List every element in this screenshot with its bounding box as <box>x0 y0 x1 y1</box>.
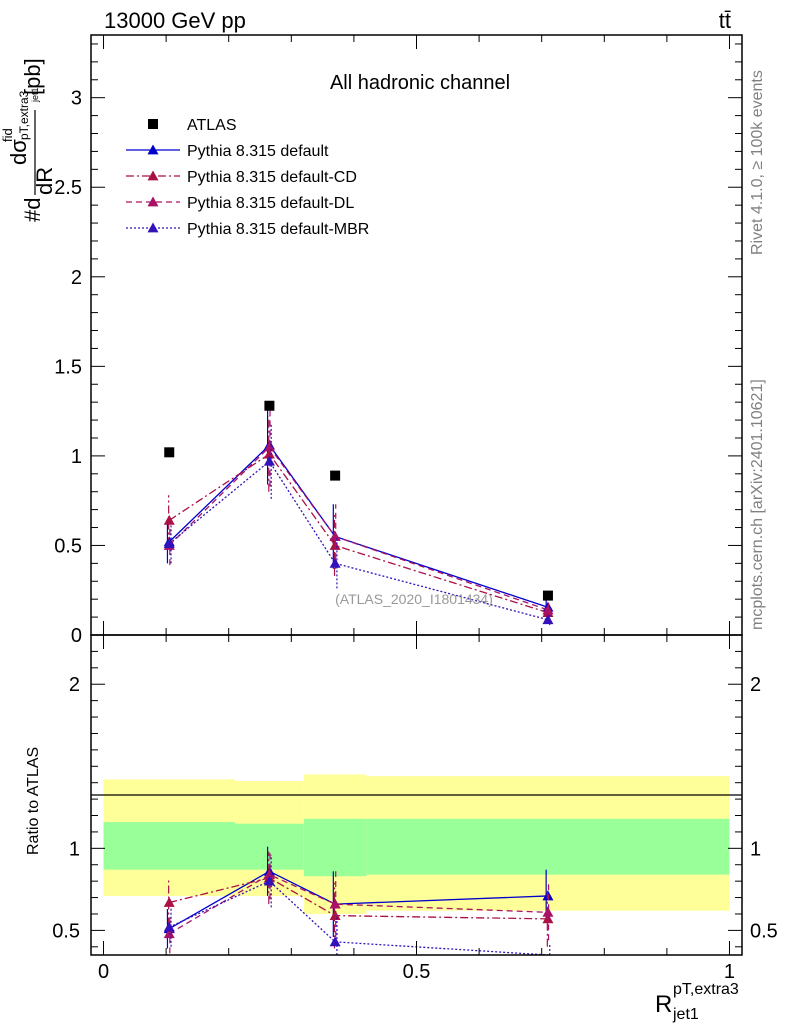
y-label-sub2: jet1 <box>30 87 40 103</box>
ratio-band-inner <box>234 823 304 870</box>
data-point <box>164 447 175 458</box>
legend-marker <box>147 144 159 155</box>
legend-label: Pythia 8.315 default-CD <box>187 169 357 186</box>
ratio-point <box>329 936 341 947</box>
x-tick-label: 1 <box>724 961 735 983</box>
y-label-fid: fid <box>0 128 15 142</box>
series-point <box>329 530 341 541</box>
y-label-numerator: dσ <box>6 139 31 165</box>
ratio-point <box>263 875 275 886</box>
x-label-base: R <box>655 991 672 1018</box>
y-label-sub1: pT,extra3 <box>17 90 31 140</box>
legend-label: Pythia 8.315 default <box>187 143 329 160</box>
chart-title: All hadronic channel <box>330 72 510 94</box>
legend-marker-atlas <box>148 119 158 129</box>
series-point <box>263 441 275 452</box>
legend-label: Pythia 8.315 default-MBR <box>187 221 369 238</box>
ratio-y-tick-label-right: 0.5 <box>750 920 778 942</box>
ratio-y-tick-label-right: 1 <box>750 838 761 860</box>
x-label-sup: pT,extra3 <box>673 981 739 998</box>
data-point <box>330 470 341 481</box>
ratio-band-inner <box>303 818 367 877</box>
y-tick-label: 2 <box>71 267 82 289</box>
series-point <box>329 557 341 568</box>
side-mcplots-label: mcplots.cern.ch [arXiv:2401.10621] <box>749 379 766 630</box>
series-point <box>263 455 275 466</box>
ratio-y-tick-label: 2 <box>69 674 80 696</box>
ratio-y-tick-label: 1 <box>69 838 80 860</box>
y-tick-label: 1 <box>71 446 82 468</box>
ratio-point <box>542 906 554 917</box>
ratio-point <box>329 898 341 909</box>
main-panel: (ATLAS_2020_I1801434) All hadronic chann… <box>54 34 743 647</box>
legend: ATLAS Pythia 8.315 default Pythia 8.315 de… <box>126 117 369 238</box>
series-point <box>163 514 175 525</box>
data-point <box>264 400 275 411</box>
legend-label: Pythia 8.315 default-DL <box>187 195 354 212</box>
data-point <box>542 590 553 601</box>
legend-label-atlas: ATLAS <box>187 117 237 134</box>
series-line <box>168 460 549 621</box>
series-line <box>168 453 549 614</box>
legend-marker <box>147 222 159 233</box>
side-rivet-label: Rivet 4.1.0, ≥ 100k events <box>749 70 766 255</box>
y-tick-label: 2.5 <box>54 177 82 199</box>
y-tick-label: 0.5 <box>54 535 82 557</box>
ratio-point <box>263 869 275 879</box>
ratio-series-line <box>168 870 548 930</box>
y-label-denominator: dR <box>32 167 57 195</box>
ratio-point <box>163 896 175 907</box>
series-line <box>168 444 549 608</box>
ratio-point <box>542 913 554 924</box>
ratio-point <box>163 928 175 939</box>
series-point <box>163 538 175 549</box>
x-label-sub: jet1 <box>672 1006 699 1023</box>
ratio-series-line <box>168 873 548 935</box>
ratio-point <box>163 921 175 932</box>
ratio-y-label: Ratio to ATLAS <box>25 747 42 855</box>
process-label: tt̄ <box>719 8 731 33</box>
y-label-hash: #d <box>20 198 45 222</box>
legend-marker <box>147 170 159 181</box>
x-tick-label: 0.5 <box>403 961 431 983</box>
series-line <box>168 445 549 611</box>
series-point <box>542 604 554 615</box>
y-tick-label: 3 <box>71 88 82 110</box>
ratio-band-inner <box>366 818 730 875</box>
ratio-y-tick-label: 0.5 <box>52 920 80 942</box>
y-tick-label: 1.5 <box>54 356 82 378</box>
y-axis-label: #d dσ fid dR pT,extra3 jet1 [pb] <box>0 58 57 222</box>
series-point <box>542 614 554 625</box>
y-tick-label: 0 <box>71 625 82 647</box>
energy-label: 13000 GeV pp <box>104 8 246 33</box>
ratio-panel: 0.5 0.5 1 1 2 2 0 0.5 1 <box>52 634 778 983</box>
ratio-y-tick-label-right: 2 <box>750 674 761 696</box>
x-tick-label: 0 <box>98 961 109 983</box>
x-axis-label: R pT,extra3 jet1 <box>655 981 739 1023</box>
legend-marker <box>147 196 159 207</box>
watermark: (ATLAS_2020_I1801434) <box>335 591 493 607</box>
ratio-band-inner <box>103 822 235 870</box>
ratio-series-line <box>169 877 548 920</box>
y-label-unit: [pb] <box>20 58 45 95</box>
